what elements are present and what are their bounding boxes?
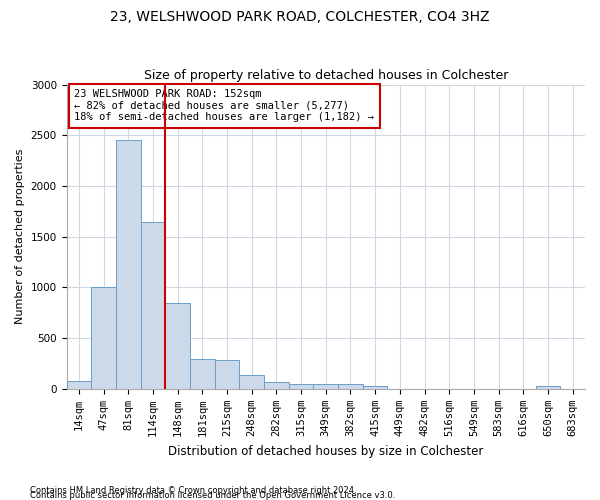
Bar [91,288,116,389]
Text: 23 WELSHWOOD PARK ROAD: 152sqm
← 82% of detached houses are smaller (5,277)
18% : 23 WELSHWOOD PARK ROAD: 152sqm ← 82% of … [74,89,374,122]
Bar [239,374,264,389]
Text: 23, WELSHWOOD PARK ROAD, COLCHESTER, CO4 3HZ: 23, WELSHWOOD PARK ROAD, COLCHESTER, CO4… [110,10,490,24]
Bar [289,384,313,389]
X-axis label: Distribution of detached houses by size in Colchester: Distribution of detached houses by size … [168,444,484,458]
Bar [67,382,91,389]
Bar [140,222,165,389]
Bar [313,384,338,389]
Bar [215,360,239,389]
Text: Contains public sector information licensed under the Open Government Licence v3: Contains public sector information licen… [30,491,395,500]
Bar [338,384,363,389]
Bar [264,382,289,389]
Text: Contains HM Land Registry data © Crown copyright and database right 2024.: Contains HM Land Registry data © Crown c… [30,486,356,495]
Bar [165,302,190,389]
Bar [116,140,140,389]
Bar [536,386,560,389]
Title: Size of property relative to detached houses in Colchester: Size of property relative to detached ho… [143,69,508,82]
Bar [190,358,215,389]
Y-axis label: Number of detached properties: Number of detached properties [15,149,25,324]
Bar [363,386,388,389]
